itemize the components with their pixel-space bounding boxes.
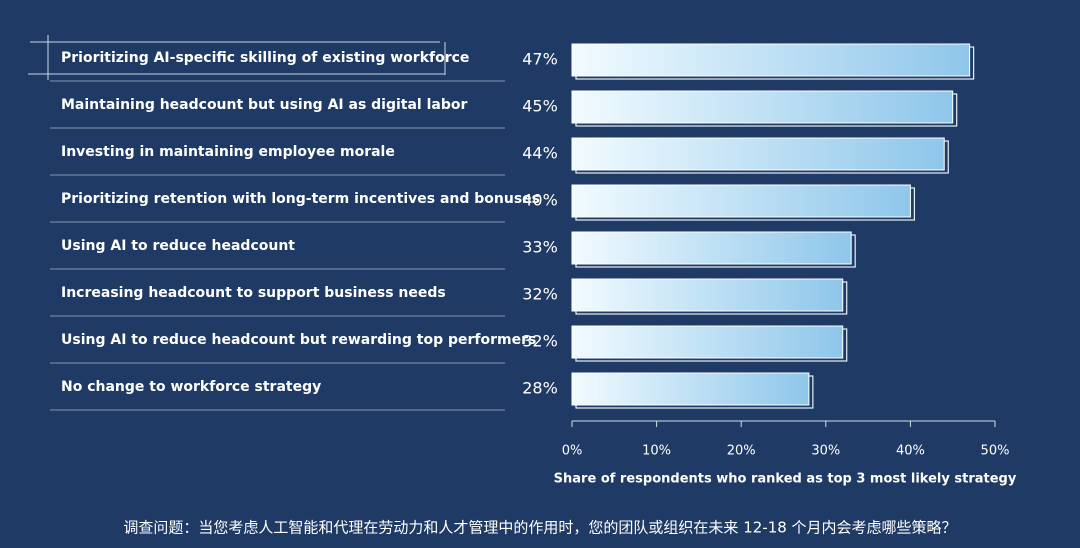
bar bbox=[571, 184, 911, 218]
category-label: Prioritizing retention with long-term in… bbox=[61, 191, 540, 207]
x-tick-label: 10% bbox=[642, 444, 671, 459]
value-label: 47% bbox=[522, 50, 558, 69]
x-tick-label: 20% bbox=[727, 444, 756, 459]
bar bbox=[571, 43, 971, 77]
bar bbox=[571, 278, 844, 312]
category-label: Using AI to reduce headcount bbox=[61, 238, 295, 254]
value-label: 32% bbox=[522, 285, 558, 304]
x-tick-label: 0% bbox=[562, 444, 583, 459]
value-label: 40% bbox=[522, 191, 558, 210]
category-label: Using AI to reduce headcount but rewardi… bbox=[61, 332, 536, 348]
x-tick-label: 30% bbox=[811, 444, 840, 459]
category-label: No change to workforce strategy bbox=[61, 379, 321, 395]
value-label: 33% bbox=[522, 238, 558, 257]
category-label: Investing in maintaining employee morale bbox=[61, 144, 395, 160]
bar bbox=[571, 137, 945, 171]
value-label: 44% bbox=[522, 144, 558, 163]
highlight-frame bbox=[28, 35, 446, 80]
bar bbox=[571, 90, 954, 124]
value-label: 28% bbox=[522, 379, 558, 398]
x-tick-label: 40% bbox=[896, 444, 925, 459]
category-label: Increasing headcount to support business… bbox=[61, 285, 446, 301]
bar bbox=[571, 231, 852, 265]
bar bbox=[571, 372, 810, 406]
bar bbox=[571, 325, 844, 359]
value-label: 45% bbox=[522, 97, 558, 116]
x-axis-label: Share of respondents who ranked as top 3… bbox=[554, 472, 1017, 487]
category-label: Maintaining headcount but using AI as di… bbox=[61, 97, 467, 113]
x-tick-label: 50% bbox=[981, 444, 1010, 459]
value-label: 32% bbox=[522, 332, 558, 351]
caption: 调查问题：当您考虑人工智能和代理在劳动力和人才管理中的作用时，您的团队或组织在未… bbox=[123, 519, 956, 537]
category-label: Prioritizing AI-specific skilling of exi… bbox=[61, 50, 469, 66]
